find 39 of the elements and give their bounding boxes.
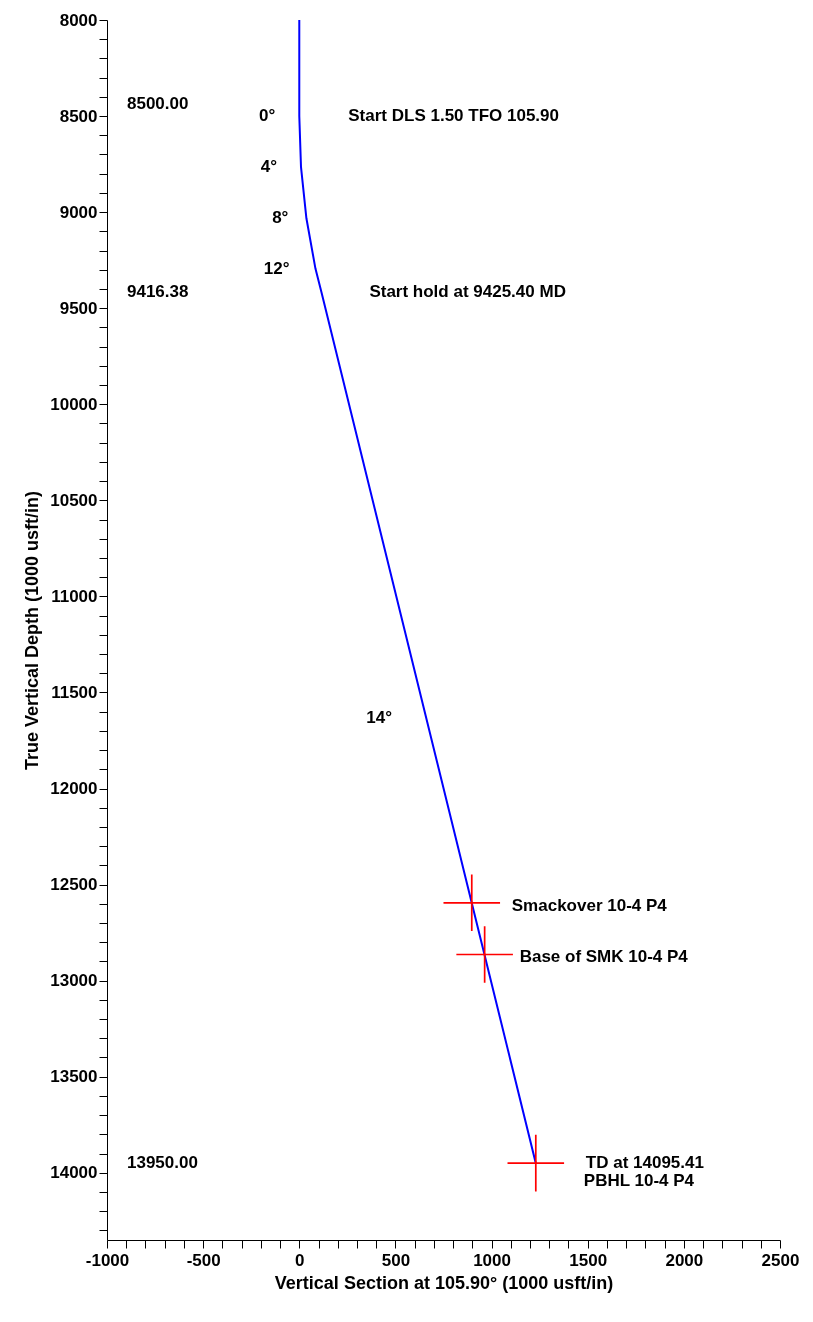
y-tick-label: 9500 (59, 298, 98, 318)
x-tick-label: 500 (381, 1250, 411, 1270)
y-tick-label: 13000 (50, 971, 98, 991)
annotation: 12° (263, 258, 290, 278)
x-tick-label: 2000 (665, 1250, 704, 1270)
x-tick-label: -500 (186, 1250, 221, 1270)
x-tick-label: 2500 (761, 1250, 800, 1270)
x-tick-label: 1500 (569, 1250, 608, 1270)
y-tick-label: 8000 (59, 10, 98, 30)
annotation: Smackover 10-4 P4 (511, 895, 668, 915)
x-tick-label: 0 (295, 1250, 305, 1270)
annotation: TD at 14095.41 (585, 1153, 704, 1173)
annotation: 4° (260, 157, 278, 177)
y-tick-label: 12500 (50, 875, 98, 895)
y-tick-label: 8500 (59, 106, 98, 126)
annotation: 0° (259, 106, 276, 126)
point (507, 1134, 565, 1192)
annotation: 9416.38 (127, 282, 189, 301)
y-tick-label: 14000 (50, 1163, 98, 1183)
y-tick-label: 11000 (51, 586, 98, 606)
x-axis-title: Vertical Section at 105.90° (1000 usft/in) (274, 1272, 614, 1293)
annotation: 13950.00 (127, 1153, 198, 1172)
y-axis-title: True Vertical Depth (1000 usft/in) (22, 490, 43, 771)
x-tick-label: 1000 (473, 1250, 511, 1270)
point (443, 874, 501, 932)
y-tick-label: 13500 (50, 1067, 98, 1087)
annotation: 8500.00 (127, 94, 189, 113)
y-tick-label: 10000 (50, 394, 98, 414)
y-tick-label: 10500 (50, 490, 98, 510)
y-tick-label: 11500 (51, 682, 98, 702)
annotation: 14° (366, 708, 393, 728)
x-tick-label: -1000 (85, 1250, 130, 1270)
annotation: Base of SMK 10-4 P4 (519, 946, 689, 966)
annotation: 8° (272, 208, 289, 228)
annotation: Start DLS 1.50 TFO 105.90 (348, 106, 559, 126)
annotation: PBHL 10-4 P4 (583, 1171, 695, 1191)
y-tick-label: 9000 (59, 202, 98, 222)
annotation: Start hold at 9425.40 MD (369, 282, 566, 302)
y-tick-label: 12000 (50, 779, 98, 798)
